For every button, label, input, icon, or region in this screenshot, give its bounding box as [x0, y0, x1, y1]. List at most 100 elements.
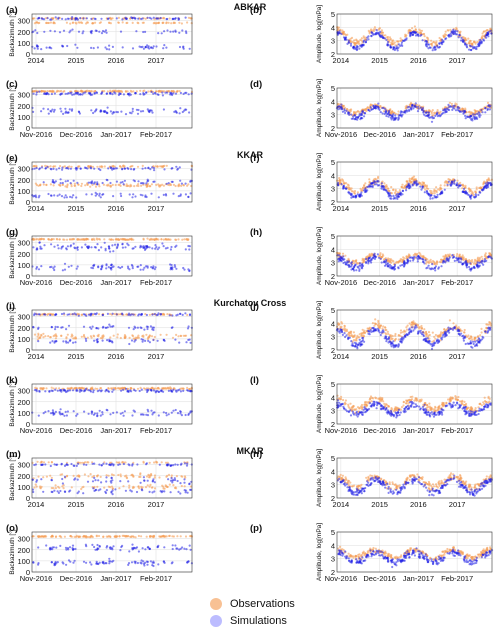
sim-point: [381, 112, 384, 115]
obs-point: [103, 238, 106, 241]
obs-point: [474, 109, 477, 113]
sim-point: [179, 410, 182, 413]
sim-point: [344, 111, 347, 115]
obs-point: [161, 21, 164, 25]
sim-point: [167, 182, 170, 185]
obs-point: [399, 37, 402, 40]
sim-point: [38, 167, 42, 170]
panel-label: (l): [250, 375, 259, 386]
sim-point: [107, 390, 110, 393]
sim-point: [93, 246, 96, 249]
sim-point: [482, 336, 485, 339]
sim-point: [59, 107, 62, 110]
obs-point: [486, 101, 490, 104]
sim-point: [36, 45, 40, 48]
sim-point: [367, 35, 370, 38]
sim-point: [352, 45, 355, 48]
sim-point: [352, 195, 355, 199]
obs-point: [49, 336, 52, 339]
sim-point: [54, 16, 57, 19]
obs-point: [456, 179, 459, 182]
sim-point: [64, 180, 67, 183]
sim-point: [157, 390, 160, 393]
obs-point: [178, 21, 181, 24]
obs-point: [46, 21, 50, 25]
sim-point: [440, 112, 443, 116]
obs-point: [360, 403, 364, 407]
sim-point: [347, 260, 350, 263]
sim-point: [76, 248, 79, 251]
sim-point: [371, 327, 374, 330]
sim-point: [48, 46, 52, 49]
sim-point: [447, 326, 450, 329]
sim-point: [348, 336, 351, 339]
obs-point: [460, 402, 463, 405]
sim-point: [111, 390, 114, 393]
obs-point: [462, 258, 465, 262]
sim-point: [428, 46, 431, 49]
sim-point: [31, 168, 34, 171]
sim-point: [61, 181, 64, 185]
obs-point: [42, 387, 45, 390]
sim-point: [421, 185, 424, 188]
obs-point: [406, 324, 409, 327]
sim-point: [179, 107, 182, 110]
sim-point: [120, 389, 123, 392]
obs-point: [392, 188, 395, 192]
obs-point: [428, 109, 431, 112]
sim-point: [462, 40, 465, 43]
sim-point: [65, 167, 68, 170]
obs-point: [139, 386, 142, 389]
obs-point: [32, 237, 35, 240]
obs-point: [422, 181, 425, 184]
sim-point: [71, 313, 74, 316]
sim-point: [168, 314, 171, 317]
obs-point: [58, 387, 61, 390]
obs-point: [444, 253, 447, 257]
sim-point: [380, 35, 383, 38]
sim-point: [80, 389, 83, 392]
obs-point: [80, 182, 83, 185]
sim-point: [155, 246, 158, 249]
obs-point: [489, 322, 492, 325]
sim-point: [455, 183, 458, 187]
obs-point: [190, 22, 193, 25]
obs-point: [417, 326, 420, 329]
sim-point: [411, 33, 414, 37]
obs-point: [70, 165, 73, 168]
x-tick-label: 2014: [28, 352, 45, 361]
sim-point: [56, 325, 59, 329]
obs-point: [174, 184, 177, 188]
sim-point: [358, 194, 361, 197]
sim-point: [109, 413, 112, 416]
sim-point: [66, 313, 69, 316]
sim-point: [341, 110, 344, 113]
sim-point: [50, 389, 53, 392]
x-tick-label: 2014: [333, 352, 350, 361]
sim-point: [65, 328, 68, 331]
x-tick-label: 2017: [148, 352, 165, 361]
obs-point: [470, 190, 473, 193]
obs-point: [172, 183, 175, 186]
sim-point: [456, 30, 459, 33]
obs-point: [405, 328, 409, 331]
sim-point: [171, 93, 174, 97]
obs-point: [155, 22, 158, 25]
obs-point: [419, 31, 423, 34]
sim-point: [121, 243, 124, 246]
obs-point: [69, 22, 72, 25]
sim-point: [424, 40, 427, 43]
sim-point: [85, 17, 88, 20]
obs-point: [406, 180, 409, 183]
sim-point: [469, 197, 472, 200]
sim-point: [142, 268, 145, 271]
obs-point: [395, 261, 398, 264]
obs-point: [456, 253, 459, 256]
sim-point: [448, 108, 451, 112]
obs-point: [163, 313, 166, 316]
panel-label: (e): [6, 153, 18, 164]
sim-point: [142, 47, 145, 50]
sim-point: [109, 250, 112, 253]
sim-point: [377, 106, 380, 109]
